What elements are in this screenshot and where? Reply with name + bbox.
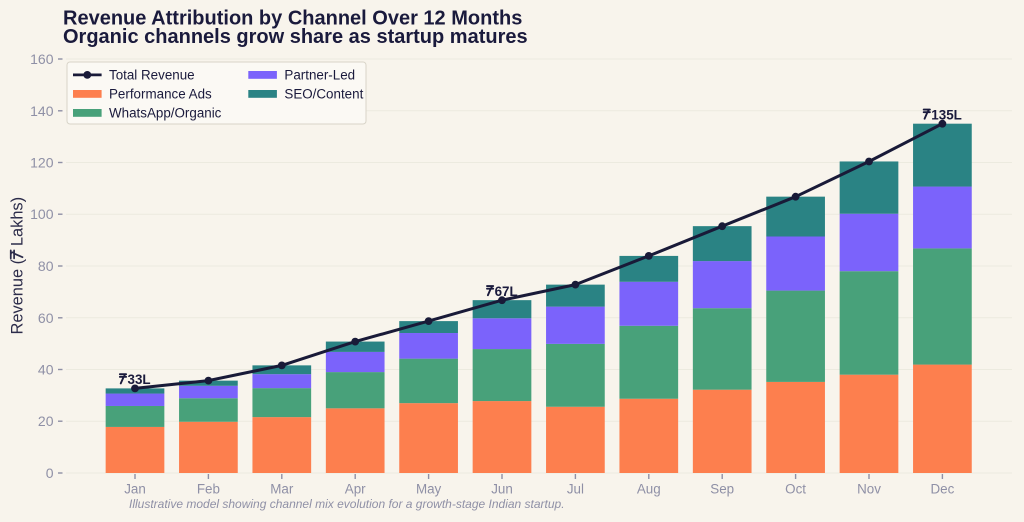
svg-text:Jul: Jul: [567, 482, 584, 497]
svg-text:Lakhs): Lakhs): [9, 197, 27, 246]
svg-text:60: 60: [38, 310, 54, 326]
svg-text:WhatsApp/Organic: WhatsApp/Organic: [109, 106, 222, 121]
svg-text:Oct: Oct: [785, 482, 806, 497]
svg-text:SEO/Content: SEO/Content: [284, 87, 363, 102]
svg-text:20: 20: [38, 413, 54, 429]
svg-text:Illustrative model showing cha: Illustrative model showing channel mix e…: [129, 497, 565, 511]
svg-text:May: May: [416, 482, 442, 497]
svg-text:0: 0: [46, 465, 54, 481]
svg-text:140: 140: [30, 103, 54, 119]
svg-text:120: 120: [30, 155, 54, 171]
svg-text:Jan: Jan: [124, 482, 146, 497]
svg-text:Aug: Aug: [637, 482, 661, 497]
svg-text:Feb: Feb: [197, 482, 220, 497]
svg-text:Revenue (: Revenue (: [9, 258, 27, 334]
svg-text:80: 80: [38, 258, 54, 274]
svg-text:Partner-Led: Partner-Led: [284, 68, 355, 83]
svg-text:Revenue Attribution by Channel: Revenue Attribution by Channel Over 12 M…: [63, 8, 522, 30]
svg-text:Performance Ads: Performance Ads: [109, 87, 212, 102]
svg-text:Nov: Nov: [857, 482, 881, 497]
svg-text:160: 160: [30, 51, 54, 67]
svg-text:Organic channels grow share as: Organic channels grow share as startup m…: [63, 26, 528, 48]
svg-text:40: 40: [38, 362, 54, 378]
svg-text:Total Revenue: Total Revenue: [109, 68, 195, 83]
svg-text:100: 100: [30, 206, 54, 222]
svg-text:Apr: Apr: [345, 482, 366, 497]
svg-text:Dec: Dec: [930, 482, 954, 497]
svg-text:33L: 33L: [128, 372, 151, 387]
svg-text:Mar: Mar: [270, 482, 294, 497]
svg-text:135L: 135L: [931, 107, 962, 122]
svg-text:Jun: Jun: [491, 482, 513, 497]
svg-text:Sep: Sep: [710, 482, 734, 497]
svg-text:67L: 67L: [495, 284, 518, 299]
